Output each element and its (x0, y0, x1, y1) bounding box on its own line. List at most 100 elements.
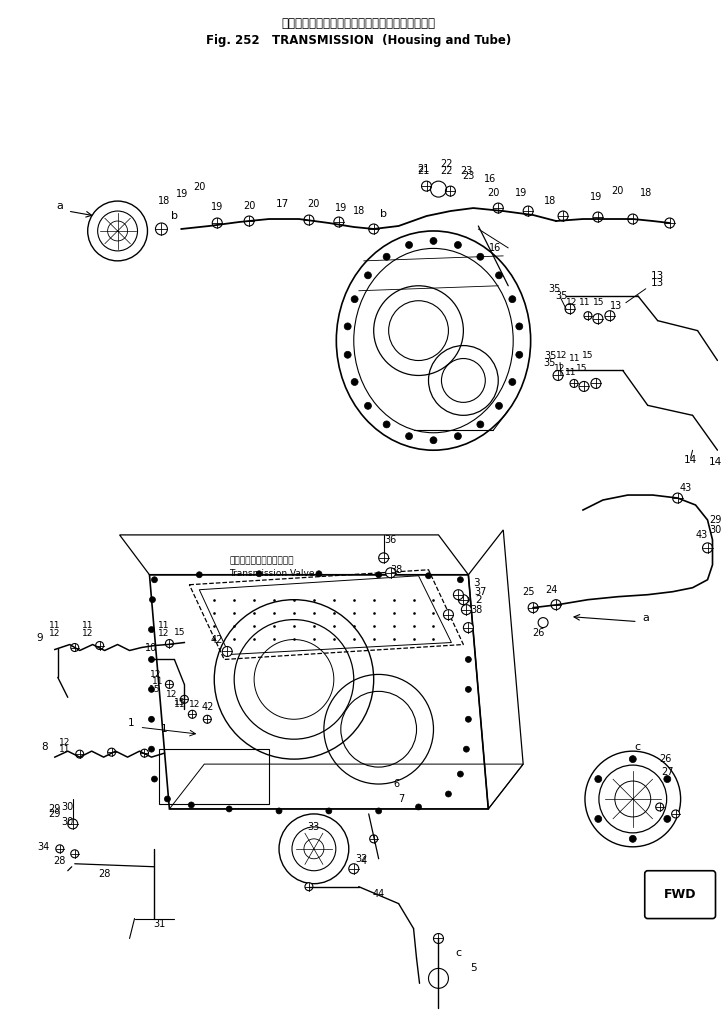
Circle shape (71, 849, 79, 858)
Circle shape (196, 572, 203, 578)
Text: b: b (380, 209, 387, 219)
Text: 18: 18 (544, 196, 556, 206)
Circle shape (368, 224, 379, 234)
Text: 42: 42 (211, 635, 224, 644)
Circle shape (96, 641, 104, 649)
Circle shape (180, 695, 188, 703)
Circle shape (149, 687, 154, 692)
Text: 11: 11 (82, 621, 94, 630)
Circle shape (579, 381, 589, 391)
Circle shape (584, 312, 592, 320)
Text: 19: 19 (515, 188, 527, 198)
Text: 16: 16 (489, 243, 501, 253)
Text: 29: 29 (48, 809, 61, 819)
Text: 7: 7 (399, 793, 404, 804)
Text: 12: 12 (557, 352, 567, 360)
Text: 15: 15 (593, 299, 605, 307)
Text: 2: 2 (475, 594, 482, 605)
Circle shape (222, 646, 232, 656)
Circle shape (165, 639, 173, 647)
Text: 13: 13 (610, 301, 622, 311)
Circle shape (457, 771, 464, 777)
Circle shape (365, 402, 371, 409)
Circle shape (528, 602, 538, 613)
Circle shape (365, 272, 371, 278)
Text: b: b (171, 211, 178, 221)
Circle shape (425, 573, 431, 579)
Text: 35: 35 (548, 283, 560, 294)
Text: 44: 44 (373, 889, 385, 898)
Text: 23: 23 (462, 171, 474, 181)
Text: 20: 20 (611, 186, 624, 196)
Circle shape (164, 796, 170, 802)
Text: 14: 14 (684, 455, 697, 465)
Text: 35: 35 (544, 351, 557, 361)
Circle shape (565, 304, 575, 314)
Circle shape (495, 402, 503, 409)
Text: 11: 11 (151, 677, 163, 686)
Text: a: a (642, 613, 649, 623)
Circle shape (141, 749, 149, 757)
Circle shape (256, 571, 262, 577)
Circle shape (454, 433, 461, 440)
Circle shape (570, 379, 578, 387)
Circle shape (443, 610, 454, 620)
Text: Transmission Valve: Transmission Valve (229, 569, 314, 578)
Text: 20: 20 (243, 201, 255, 211)
Text: 3: 3 (473, 578, 479, 587)
Text: 17: 17 (275, 199, 288, 209)
Circle shape (655, 803, 663, 811)
Circle shape (465, 687, 472, 692)
Circle shape (673, 493, 683, 503)
Circle shape (553, 371, 563, 380)
Text: 35: 35 (555, 291, 567, 301)
Circle shape (304, 215, 314, 225)
Circle shape (465, 656, 472, 662)
Circle shape (591, 378, 601, 388)
Circle shape (433, 934, 443, 944)
Text: 23: 23 (460, 167, 472, 176)
Text: 32: 32 (355, 853, 368, 864)
Text: 22: 22 (441, 167, 453, 176)
Circle shape (351, 296, 358, 303)
Text: 18: 18 (640, 188, 652, 198)
Text: 21: 21 (417, 167, 430, 176)
Circle shape (344, 352, 351, 359)
Circle shape (376, 572, 381, 578)
Circle shape (326, 808, 332, 814)
Text: 12: 12 (59, 738, 71, 747)
Circle shape (457, 577, 464, 583)
Circle shape (376, 808, 381, 814)
Circle shape (165, 681, 173, 689)
Circle shape (628, 214, 638, 224)
Text: 28: 28 (99, 869, 111, 879)
Circle shape (149, 627, 154, 633)
Circle shape (665, 218, 675, 228)
Text: 24: 24 (545, 585, 557, 594)
Circle shape (305, 883, 313, 891)
Circle shape (702, 543, 712, 553)
Text: Fig. 252   TRANSMISSION  (Housing and Tube): Fig. 252 TRANSMISSION (Housing and Tube) (206, 34, 511, 47)
Circle shape (493, 203, 503, 213)
Text: 18: 18 (353, 206, 365, 216)
Circle shape (664, 775, 671, 782)
Text: FWD: FWD (664, 888, 697, 901)
Text: a: a (56, 201, 63, 211)
Text: 12: 12 (166, 690, 177, 699)
Text: 14: 14 (709, 457, 721, 467)
Circle shape (477, 253, 484, 260)
Text: 12: 12 (150, 670, 162, 679)
Text: 1: 1 (128, 718, 135, 728)
Circle shape (454, 242, 461, 249)
Circle shape (276, 808, 282, 814)
Text: 11: 11 (579, 299, 590, 307)
Text: 26: 26 (660, 754, 672, 764)
Circle shape (203, 715, 211, 723)
Text: 12: 12 (49, 629, 61, 638)
Text: 11: 11 (565, 368, 577, 377)
Circle shape (422, 181, 431, 191)
Text: 19: 19 (335, 203, 347, 213)
Circle shape (465, 716, 472, 722)
Circle shape (495, 272, 503, 278)
Text: 43: 43 (696, 530, 708, 539)
